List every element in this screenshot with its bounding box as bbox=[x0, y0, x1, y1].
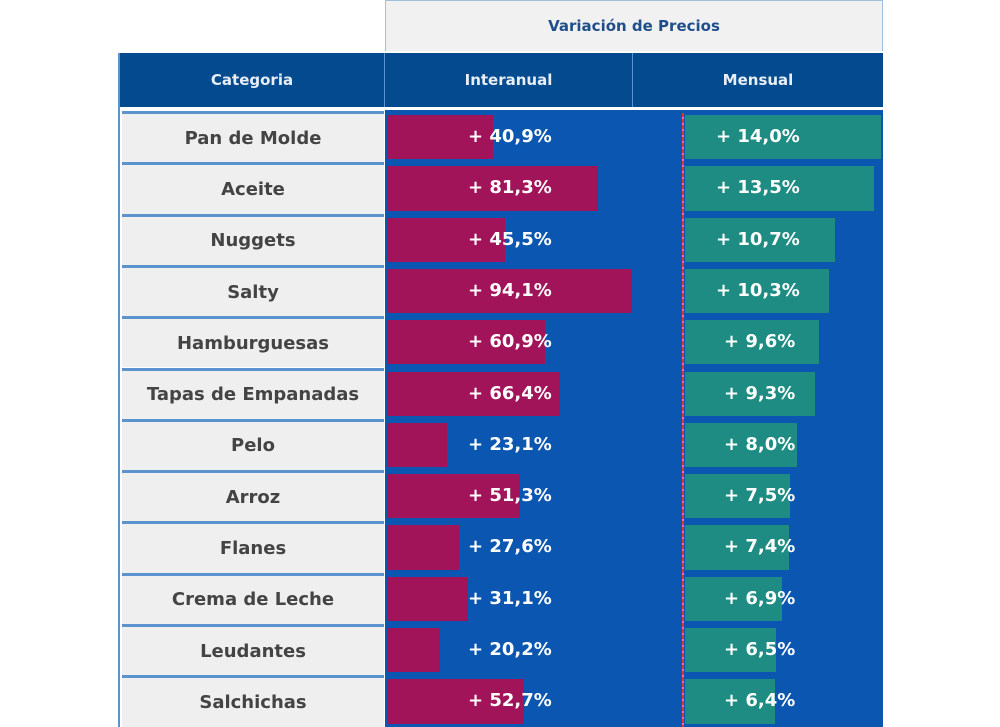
interanual-bar bbox=[387, 217, 506, 262]
interanual-bar bbox=[387, 525, 459, 570]
category-label: Tapas de Empanadas bbox=[122, 367, 384, 419]
interanual-bar bbox=[387, 576, 468, 621]
category-label: Aceite bbox=[122, 162, 384, 214]
category-label: Nuggets bbox=[122, 213, 384, 265]
category-label: Flanes bbox=[122, 521, 384, 573]
interanual-bar bbox=[387, 371, 560, 416]
interanual-value: + 66,4% bbox=[468, 382, 552, 404]
mensual-bar bbox=[685, 525, 789, 570]
interanual-bar bbox=[387, 166, 599, 211]
mensual-bar bbox=[685, 422, 797, 468]
mensual-bar bbox=[685, 115, 881, 160]
chart-area bbox=[385, 110, 883, 727]
category-label: Arroz bbox=[122, 470, 384, 522]
interanual-bar bbox=[387, 268, 632, 314]
mensual-value: + 6,5% bbox=[724, 639, 796, 660]
interanual-bar bbox=[387, 679, 525, 724]
interanual-bar bbox=[387, 320, 546, 365]
header-interanual: Interanual bbox=[385, 53, 633, 107]
mensual-value: + 7,5% bbox=[724, 485, 796, 507]
interanual-value: + 60,9% bbox=[468, 331, 552, 353]
table-left-border bbox=[118, 53, 120, 727]
interanual-value: + 81,3% bbox=[468, 177, 552, 199]
interanual-bar bbox=[387, 474, 521, 519]
interanual-value: + 20,2% bbox=[468, 639, 552, 660]
mensual-bar bbox=[685, 576, 782, 621]
mensual-value: + 9,3% bbox=[724, 382, 796, 404]
category-label: Salty bbox=[122, 264, 384, 317]
interanual-bar bbox=[387, 115, 494, 160]
mensual-value: + 6,9% bbox=[724, 587, 796, 609]
category-label: Salchichas bbox=[122, 675, 384, 727]
category-label: Pelo bbox=[122, 418, 384, 471]
mensual-value: + 14,0% bbox=[716, 126, 800, 147]
header-mensual: Mensual bbox=[633, 53, 883, 107]
mensual-value: + 7,4% bbox=[724, 536, 796, 558]
interanual-bar bbox=[387, 422, 448, 468]
mensual-bar bbox=[685, 628, 776, 673]
mensual-value: + 13,5% bbox=[716, 177, 800, 199]
mensual-bar bbox=[685, 166, 874, 211]
table-title: Variación de Precios bbox=[385, 0, 883, 51]
interanual-value: + 23,1% bbox=[468, 433, 552, 455]
header-category: Categoria bbox=[120, 53, 385, 107]
interanual-value: + 40,9% bbox=[468, 126, 552, 147]
interanual-value: + 51,3% bbox=[468, 485, 552, 507]
mensual-value: + 10,7% bbox=[716, 228, 800, 250]
mensual-bar bbox=[685, 474, 790, 519]
category-label: Pan de Molde bbox=[122, 111, 384, 163]
mensual-bar bbox=[685, 268, 830, 314]
mensual-value: + 6,4% bbox=[724, 690, 796, 712]
mensual-value: + 8,0% bbox=[724, 433, 796, 455]
mensual-bar bbox=[685, 320, 820, 365]
interanual-value: + 94,1% bbox=[468, 279, 552, 301]
mensual-bar bbox=[685, 679, 775, 724]
category-label: Hamburguesas bbox=[122, 316, 384, 368]
category-label: Crema de Leche bbox=[122, 572, 384, 624]
mensual-value: + 9,6% bbox=[724, 331, 796, 353]
category-label: Leudantes bbox=[122, 624, 384, 676]
interanual-value: + 31,1% bbox=[468, 587, 552, 609]
mensual-value: + 10,3% bbox=[716, 279, 800, 301]
interanual-bar bbox=[387, 628, 440, 673]
interanual-value: + 27,6% bbox=[468, 536, 552, 558]
interanual-value: + 52,7% bbox=[468, 690, 552, 712]
mensual-bar bbox=[685, 371, 816, 416]
mensual-bar bbox=[685, 217, 835, 262]
interanual-value: + 45,5% bbox=[468, 228, 552, 250]
mensual-baseline bbox=[682, 113, 684, 727]
